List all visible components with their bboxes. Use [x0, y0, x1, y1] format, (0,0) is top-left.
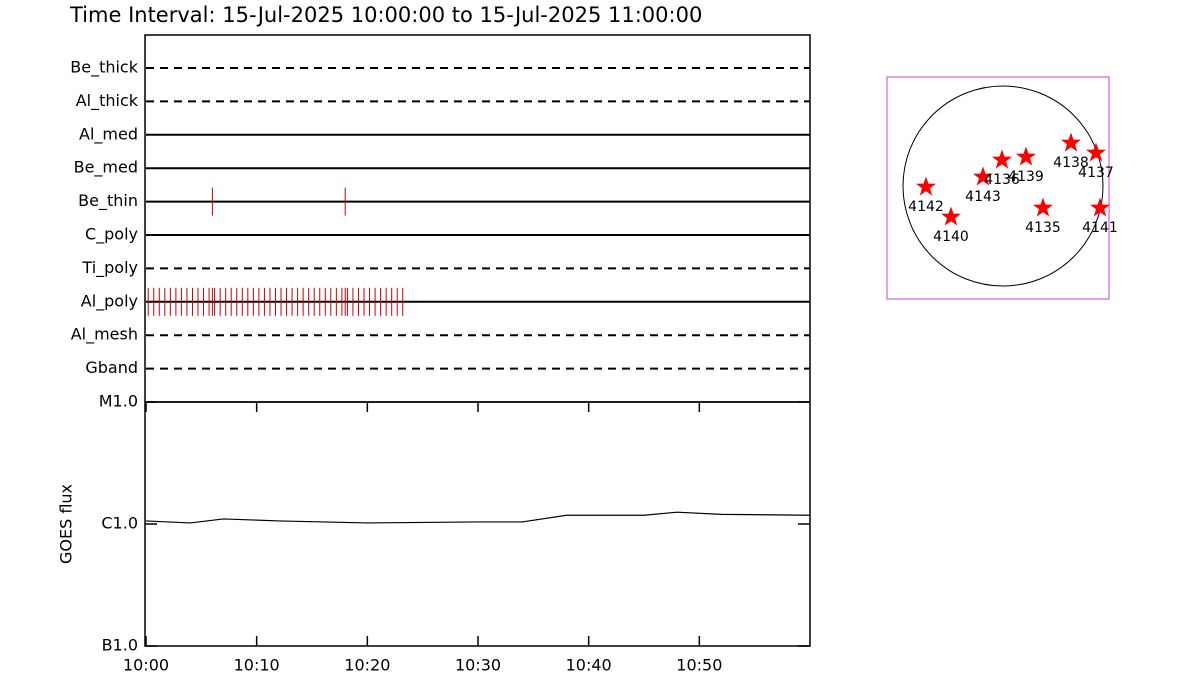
active-region [916, 176, 936, 196]
row-label: C_poly [85, 225, 138, 245]
region-label: 4135 [1025, 220, 1061, 236]
chart-title: Time Interval: 15-Jul-2025 10:00:00 to 1… [69, 3, 702, 27]
y-tick-label: C1.0 [101, 514, 138, 533]
active-region [992, 149, 1012, 169]
region-label: 4141 [1082, 220, 1118, 236]
active-region [1033, 197, 1053, 217]
region-label: 4137 [1078, 165, 1114, 181]
region-label: 4142 [908, 199, 944, 215]
active-region [1086, 142, 1106, 162]
x-tick-label: 10:10 [234, 656, 280, 675]
x-tick-label: 10:00 [123, 656, 169, 675]
x-tick-label: 10:40 [566, 656, 612, 675]
active-region [1061, 132, 1081, 152]
row-label: Al_mesh [71, 325, 138, 345]
region-label: 4138 [1053, 155, 1089, 171]
y-tick-label: M1.0 [99, 392, 138, 411]
x-tick-label: 10:50 [676, 656, 722, 675]
region-label: 4140 [933, 229, 969, 245]
region-label: 4139 [1008, 169, 1044, 185]
x-tick-label: 10:20 [344, 656, 390, 675]
row-label: Gband [85, 358, 138, 377]
goes-line [145, 511, 811, 524]
map-frame [886, 76, 1110, 300]
active-region [1090, 197, 1110, 217]
x-tick-label: 10:30 [455, 656, 501, 675]
row-label: Be_med [74, 158, 138, 178]
row-label: Al_poly [81, 291, 138, 311]
active-region [973, 166, 993, 186]
solar-limb [902, 85, 1104, 287]
row-label: Al_med [79, 124, 138, 144]
row-label: Ti_poly [81, 258, 138, 278]
panel-frame [144, 34, 811, 403]
y-axis-label: GOES flux [57, 484, 76, 564]
row-label: Be_thick [70, 58, 138, 78]
active-region [941, 206, 961, 226]
y-tick-label: B1.0 [102, 636, 138, 655]
active-region [1016, 146, 1036, 166]
row-label: Be_thin [78, 191, 138, 211]
row-label: Al_thick [76, 91, 139, 111]
region-label: 4143 [965, 189, 1001, 205]
panel-frame [144, 401, 811, 647]
region-label: 4136 [984, 172, 1020, 188]
